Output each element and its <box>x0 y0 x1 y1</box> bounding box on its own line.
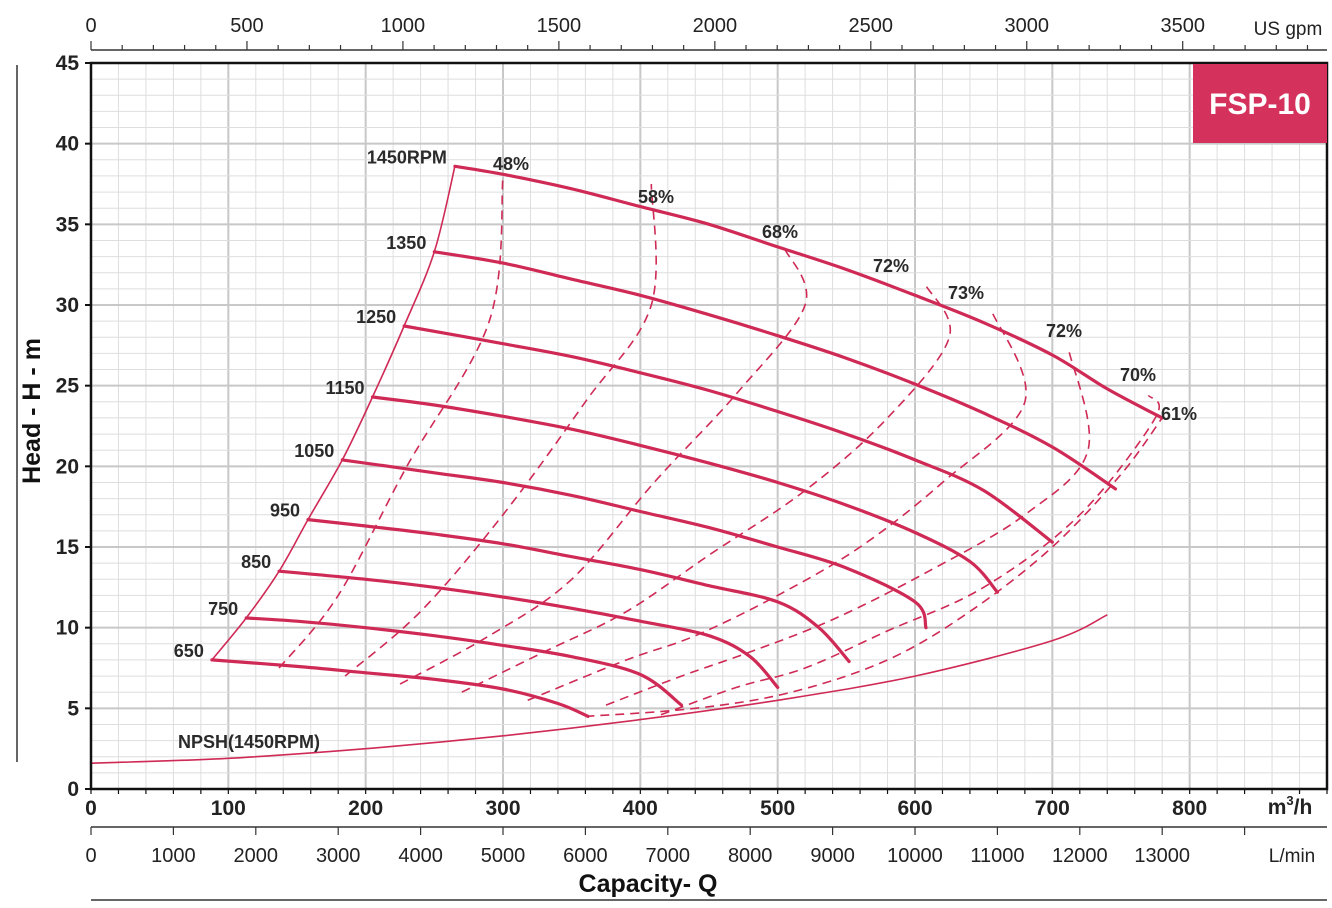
speed-curve-label: 950 <box>270 501 300 521</box>
model-badge-label: FSP-10 <box>1209 88 1311 121</box>
x-axis-title: Capacity- Q <box>579 870 718 898</box>
y-tick-label: 0 <box>67 778 79 801</box>
model-badge-background <box>1193 64 1327 143</box>
efficiency-line <box>399 248 808 685</box>
x-unit-l-min: L/min <box>1269 846 1315 867</box>
efficiency-label: 73% <box>948 283 984 303</box>
speed-curve-label: 1150 <box>325 378 364 398</box>
speed-curve-label: 1250 <box>356 307 396 327</box>
speed-curve-label: 650 <box>174 641 204 661</box>
speed-curve <box>432 250 1118 491</box>
x-unit-m3h: m3/h <box>1268 793 1313 819</box>
efficiency-label: 58% <box>638 187 674 207</box>
m3h-tick-label: 100 <box>211 797 246 820</box>
l-min-tick-label: 9000 <box>810 845 855 867</box>
m3h-tick-label: 400 <box>623 797 658 820</box>
m3h-tick-label: 200 <box>348 797 383 820</box>
y-tick-label: 45 <box>56 52 80 75</box>
efficiency-line <box>605 350 1091 706</box>
efficiency-label: 72% <box>1046 321 1082 341</box>
l-min-tick-label: 5000 <box>481 845 526 867</box>
us-gpm-tick-label: 3000 <box>1005 15 1050 37</box>
efficiency-label: 68% <box>762 222 798 242</box>
y-tick-label: 40 <box>56 133 79 156</box>
speed-curve-label: 750 <box>208 599 238 619</box>
speed-curve-label: 850 <box>241 552 271 572</box>
efficiency-line <box>278 175 504 669</box>
l-min-tick-label: 12000 <box>1052 845 1108 867</box>
y-tick-label: 15 <box>56 536 80 559</box>
us-gpm-tick-label: 3500 <box>1160 15 1205 37</box>
l-min-tick-label: 11000 <box>970 845 1024 867</box>
m3h-tick-label: 700 <box>1035 797 1070 820</box>
speed-curve-label: 1050 <box>294 441 334 461</box>
y-tick-label: 5 <box>67 697 79 720</box>
npsh-curve <box>90 614 1108 764</box>
efficiency-line <box>461 285 952 693</box>
l-min-tick-label: 3000 <box>316 845 361 867</box>
us-gpm-tick-label: 2000 <box>693 15 738 37</box>
l-min-tick-label: 6000 <box>563 845 608 867</box>
efficiency-label: 72% <box>873 256 909 276</box>
y-tick-label: 35 <box>56 213 80 236</box>
speed-curve <box>244 616 684 707</box>
l-min-tick-label: 8000 <box>728 845 773 867</box>
us-gpm-tick-label: 1000 <box>381 15 426 37</box>
model-badge: FSP-10 <box>1193 64 1327 143</box>
y-tick-label: 10 <box>56 617 79 640</box>
speed-curve <box>453 164 1164 420</box>
plot-frame <box>89 61 1329 791</box>
m3h-tick-label: 500 <box>760 797 795 820</box>
l-min-tick-label: 0 <box>85 845 96 867</box>
efficiency-label: 61% <box>1161 404 1197 424</box>
us-gpm-tick-label: 500 <box>230 15 263 37</box>
m3h-tick-label: 800 <box>1172 797 1207 820</box>
speed-curve-label: 1350 <box>386 233 426 253</box>
l-min-tick-label: 1000 <box>151 845 196 867</box>
efficiency-line <box>660 394 1161 716</box>
l-min-tick-label: 7000 <box>646 845 691 867</box>
efficiency-label: 48% <box>493 154 529 174</box>
y-tick-label: 30 <box>56 294 79 317</box>
speed-curve-label: 1450RPM <box>367 147 447 167</box>
y-axis-title: Head - H - m <box>18 338 46 484</box>
speed-curve <box>340 458 928 630</box>
m3h-tick-label: 600 <box>897 797 932 820</box>
speed-curve <box>210 658 590 718</box>
l-min-tick-label: 13000 <box>1134 845 1190 867</box>
us-gpm-tick-label: 0 <box>85 15 96 37</box>
efficiency-line <box>585 417 1163 718</box>
l-min-tick-label: 4000 <box>398 845 443 867</box>
efficiency-line <box>344 183 657 677</box>
l-min-tick-label: 10000 <box>887 845 943 867</box>
speed-curve <box>402 324 1054 544</box>
min-flow-boundary <box>211 166 456 661</box>
speed-curve <box>370 395 999 594</box>
us-gpm-tick-label: 2500 <box>849 15 894 37</box>
m3h-tick-label: 0 <box>85 797 97 820</box>
grid <box>90 62 1328 790</box>
m3h-tick-label: 300 <box>485 797 520 820</box>
y-tick-label: 20 <box>56 455 79 478</box>
us-gpm-tick-label: 1500 <box>537 15 582 37</box>
efficiency-line <box>527 311 1027 702</box>
l-min-tick-label: 2000 <box>234 845 279 867</box>
x-unit-m3h-superscript: 3 <box>1286 793 1293 808</box>
speed-curve <box>277 569 780 689</box>
x-unit-us-gpm: US gpm <box>1254 19 1323 40</box>
efficiency-label: 70% <box>1120 365 1156 385</box>
curves <box>90 164 1164 764</box>
curve-labels: 1450RPM 1350 1250 1150 1050 950 850 750 650 NPSH(… <box>174 147 1197 752</box>
y-tick-label: 25 <box>56 375 80 398</box>
speed-curve <box>306 518 851 664</box>
npsh-curve-label: NPSH(1450RPM) <box>178 732 320 752</box>
